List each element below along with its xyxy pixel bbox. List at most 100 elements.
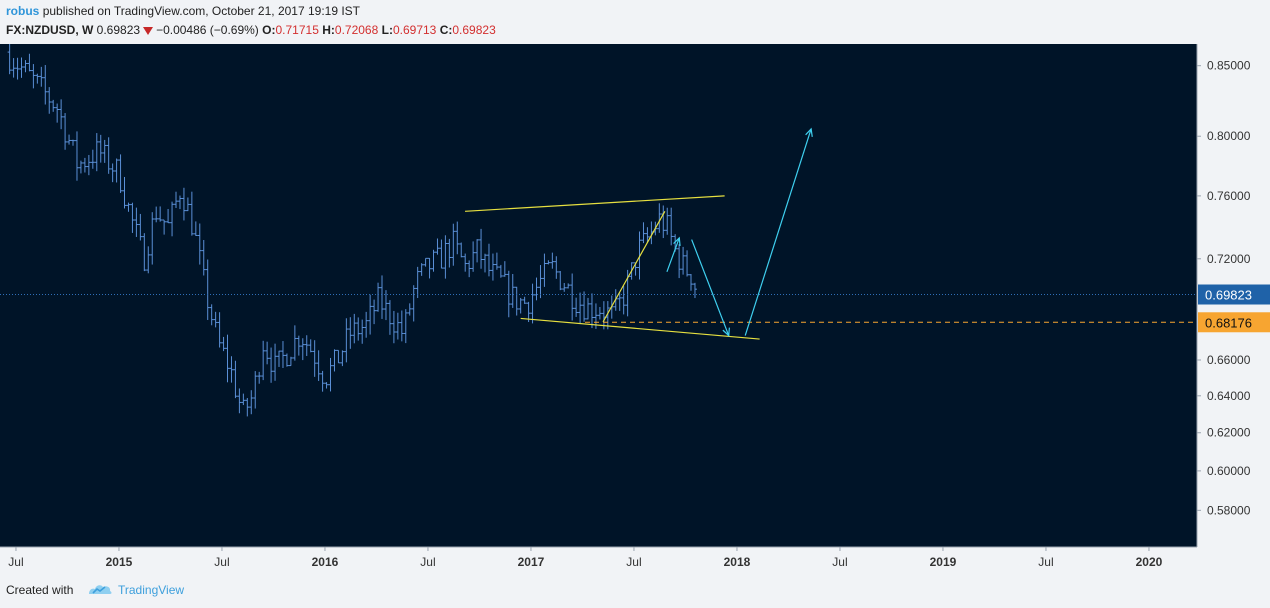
price-bar [582,291,587,322]
price-bar [368,294,373,335]
price-bar [510,273,515,308]
x-tick-label: 2016 [312,555,339,569]
price-bar [352,313,357,344]
price-bar [118,154,123,193]
price-bar [170,201,175,237]
price-bar [372,299,377,325]
created-with-text: Created with [6,583,74,597]
price-bar [134,207,139,237]
time-axis[interactable]: Jul 2015 Jul 2016 Jul 2017 Jul 2018 Jul 2019 Jul 20… [8,547,1163,569]
low-value: 0.69713 [392,23,437,37]
price-bar [288,356,293,367]
projection-arrow [691,239,730,337]
price-bar [621,286,626,315]
y-tick-label: 0.60000 [1207,464,1251,478]
price-bar [554,256,559,279]
price-bar [181,187,186,221]
price-bar [657,203,662,233]
price-bar [138,213,143,241]
current-price-badge [1198,284,1270,305]
price-bar [566,283,571,289]
y-tick-label: 0.72000 [1207,252,1251,266]
x-tick-label: 2017 [518,555,545,569]
price-bar [490,253,495,281]
price-bar [459,242,464,258]
tradingview-logo-icon[interactable] [87,582,113,596]
price-bar [35,73,40,84]
trendline-rising [602,211,666,323]
price-bar [574,297,579,317]
price-bar [308,339,313,353]
current-price-label: 0.69823 [1205,288,1252,303]
price-bar [78,160,83,174]
y-tick-label: 0.62000 [1207,426,1251,440]
price-bar [435,238,440,255]
price-bar [447,238,452,268]
price-bar [233,360,238,399]
drawings [465,127,813,340]
price-bar [98,134,103,163]
x-tick-label: Jul [420,555,435,569]
price-bar [253,371,258,409]
price-bar [522,296,527,304]
price-bar [213,311,218,328]
y-tick-label: 0.64000 [1207,389,1251,403]
trendline-upper [465,195,725,212]
price-bar [205,259,210,320]
price-bar [154,206,159,223]
price-bar [578,292,583,324]
price-bar [63,113,68,150]
price-bar [237,388,242,414]
tradingview-link[interactable]: TradingView [118,583,185,597]
price-change: −0.00486 (−0.69%) [156,23,259,37]
price-bar [455,221,460,255]
price-bar [300,338,305,361]
high-label: H: [322,23,335,37]
price-bar [364,311,369,338]
price-bar [387,300,392,335]
price-bar [102,139,107,163]
footer: Created with TradingView [0,572,1270,608]
price-bar [110,163,115,183]
projection-arrow [666,236,681,272]
price-bar [229,356,234,383]
price-bar [280,341,285,368]
price-bar [471,241,476,272]
projection-arrow [744,127,813,336]
price-bar [59,99,64,130]
price-bar [142,233,147,272]
price-bar [312,340,317,377]
price-bar [340,350,345,367]
marked-level-label: 0.68176 [1205,315,1252,330]
price-chart[interactable]: 0.58000 0.60000 0.62000 0.64000 0.66000 0.720… [0,44,1270,572]
price-axis[interactable]: 0.58000 0.60000 0.62000 0.64000 0.66000 0.720… [1197,59,1270,518]
y-tick-label: 0.76000 [1207,189,1251,203]
price-bar [403,309,408,344]
price-bar [479,228,484,269]
price-bar [19,57,24,78]
price-bar [681,246,686,275]
price-bar [71,139,76,146]
price-bar [39,66,44,87]
price-bar [292,325,297,361]
price-bar [483,253,488,273]
price-bar [427,257,432,279]
price-bar [597,306,602,320]
price-bar [391,310,396,344]
price-bar [665,207,670,235]
price-bar [316,350,321,381]
price-bar [15,57,20,80]
price-bar [689,274,694,291]
plot-area[interactable] [0,44,1197,547]
price-bar [146,246,151,274]
price-bar [106,137,111,174]
symbol-line: FX:NZDUSD, W 0.69823 −0.00486 (−0.69%) O:… [6,23,496,37]
price-bar [11,58,16,78]
price-bar [82,157,87,173]
price-bar [423,257,428,267]
author-link[interactable]: robus [6,4,40,18]
price-bar [261,340,266,381]
arrow-shaft [744,128,812,336]
price-bar [542,253,547,287]
price-bar [7,44,12,75]
